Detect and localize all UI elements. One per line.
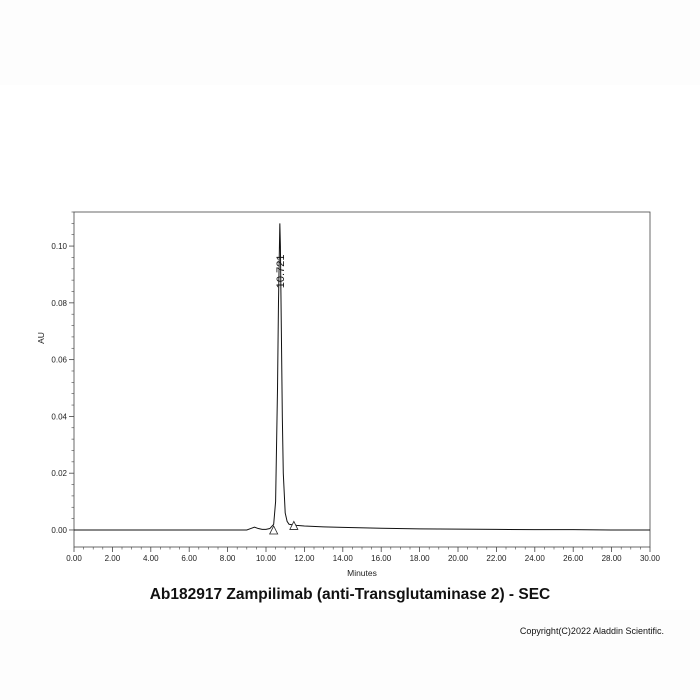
y-tick-label-4: 0.08 <box>51 299 67 308</box>
x-tick-label-12: 24.00 <box>525 554 546 563</box>
plot-frame <box>73 211 651 548</box>
y-tick-label-1: 0.02 <box>51 469 67 478</box>
x-tick-label-11: 22.00 <box>486 554 507 563</box>
x-tick-label-14: 28.00 <box>602 554 623 563</box>
x-tick-label-3: 6.00 <box>181 554 197 563</box>
copyright-text: Copyright(C)2022 Aladdin Scientific. <box>519 626 664 636</box>
x-tick-label-10: 20.00 <box>448 554 469 563</box>
peak-marker-0 <box>269 525 279 535</box>
chart-title: Ab182917 Zampilimab (anti-Transglutamina… <box>149 586 551 603</box>
y-tick-label-2: 0.04 <box>51 412 67 421</box>
peak-annotations: 10.721 <box>275 255 287 289</box>
x-tick-label-9: 18.00 <box>410 554 431 563</box>
x-tick-label-8: 16.00 <box>371 554 392 563</box>
x-tick-label-2: 4.00 <box>143 554 159 563</box>
x-tick-label-6: 12.00 <box>294 554 315 563</box>
chromatogram-chart: 0.00 0.02 0.04 0.06 0.08 0.10 0.00 2.00 4.00 6.0… <box>36 211 661 578</box>
y-tick-label-3: 0.06 <box>51 356 67 365</box>
x-tick-label-7: 14.00 <box>333 554 354 563</box>
y-axis: 0.00 0.02 0.04 0.06 0.08 0.10 <box>51 211 74 535</box>
peak-marker-1 <box>289 520 299 530</box>
chromatogram-trace <box>74 223 650 531</box>
x-tick-label-0: 0.00 <box>66 554 82 563</box>
y-tick-label-5: 0.10 <box>51 242 67 251</box>
x-axis-label: Minutes <box>347 568 377 578</box>
peak-boundary-markers <box>269 520 299 535</box>
x-tick-label-1: 2.00 <box>105 554 121 563</box>
y-axis-label: AU <box>36 332 46 344</box>
x-tick-label-15: 30.00 <box>640 554 661 563</box>
y-tick-label-0: 0.00 <box>51 526 67 535</box>
x-tick-label-4: 8.00 <box>220 554 236 563</box>
x-tick-label-13: 26.00 <box>563 554 584 563</box>
peak-label-0: 10.721 <box>275 255 287 289</box>
x-tick-label-5: 10.00 <box>256 554 277 563</box>
chart-panel: 0.00 0.02 0.04 0.06 0.08 0.10 0.00 2.00 4.00 6.0… <box>0 85 700 636</box>
x-axis: 0.00 2.00 4.00 6.00 8.00 10.00 12.00 14.00 16.00… <box>66 547 661 563</box>
